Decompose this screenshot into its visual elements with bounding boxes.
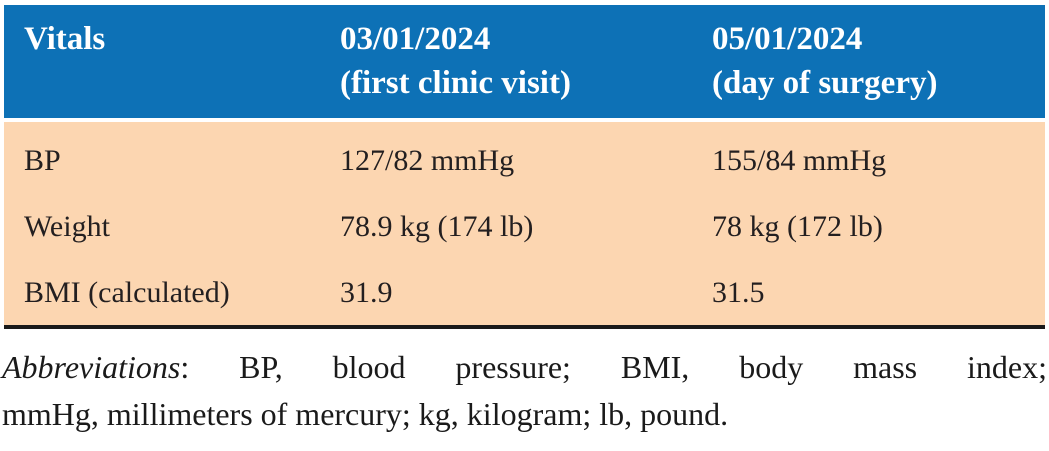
header-first-visit-date: 03/01/2024 — [340, 21, 491, 57]
header-vitals-label: Vitals — [24, 21, 106, 57]
header-cell-surgery-day: 05/01/2024 (day of surgery) — [692, 17, 1045, 118]
table-row-bmi: BMI (calculated) 31.9 31.5 — [4, 260, 1045, 326]
header-cell-first-visit: 03/01/2024 (first clinic visit) — [320, 17, 692, 118]
weight-label: Weight — [24, 210, 110, 243]
bmi-first-visit-value: 31.9 — [340, 276, 393, 309]
table-body: BP 127/82 mmHg 155/84 mmHg Weight 78.9 k… — [4, 122, 1045, 329]
footnote-line-1: Abbreviations: BP, blood pressure; BMI, … — [2, 344, 1047, 391]
bp-surgery-day-value: 155/84 mmHg — [712, 144, 887, 177]
header-surgery-day-date: 05/01/2024 — [712, 21, 863, 57]
footnote-line-2: mmHg, millimeters of mercury; kg, kilogr… — [2, 396, 729, 432]
vitals-table: Vitals 03/01/2024 (first clinic visit) 0… — [4, 5, 1045, 329]
weight-first-visit-value: 78.9 kg (174 lb) — [340, 210, 534, 243]
table-row-bp: BP 127/82 mmHg 155/84 mmHg — [4, 128, 1045, 194]
bp-label: BP — [24, 144, 61, 177]
footnote-line1-text: : BP, blood pressure; BMI, body mass ind… — [180, 349, 1047, 385]
header-first-visit-caption: (first clinic visit) — [340, 65, 571, 101]
bmi-label: BMI (calculated) — [24, 276, 230, 309]
header-cell-vitals: Vitals — [4, 17, 320, 118]
weight-surgery-day-value: 78 kg (172 lb) — [712, 210, 883, 243]
bmi-surgery-day-value: 31.5 — [712, 276, 765, 309]
table-header-row: Vitals 03/01/2024 (first clinic visit) 0… — [4, 5, 1045, 118]
footnote-lead-italic: Abbreviations — [2, 349, 181, 385]
table-row-weight: Weight 78.9 kg (174 lb) 78 kg (172 lb) — [4, 194, 1045, 260]
abbreviations-footnote: Abbreviations: BP, blood pressure; BMI, … — [2, 344, 1047, 438]
bp-first-visit-value: 127/82 mmHg — [340, 144, 515, 177]
header-surgery-day-caption: (day of surgery) — [712, 65, 938, 101]
